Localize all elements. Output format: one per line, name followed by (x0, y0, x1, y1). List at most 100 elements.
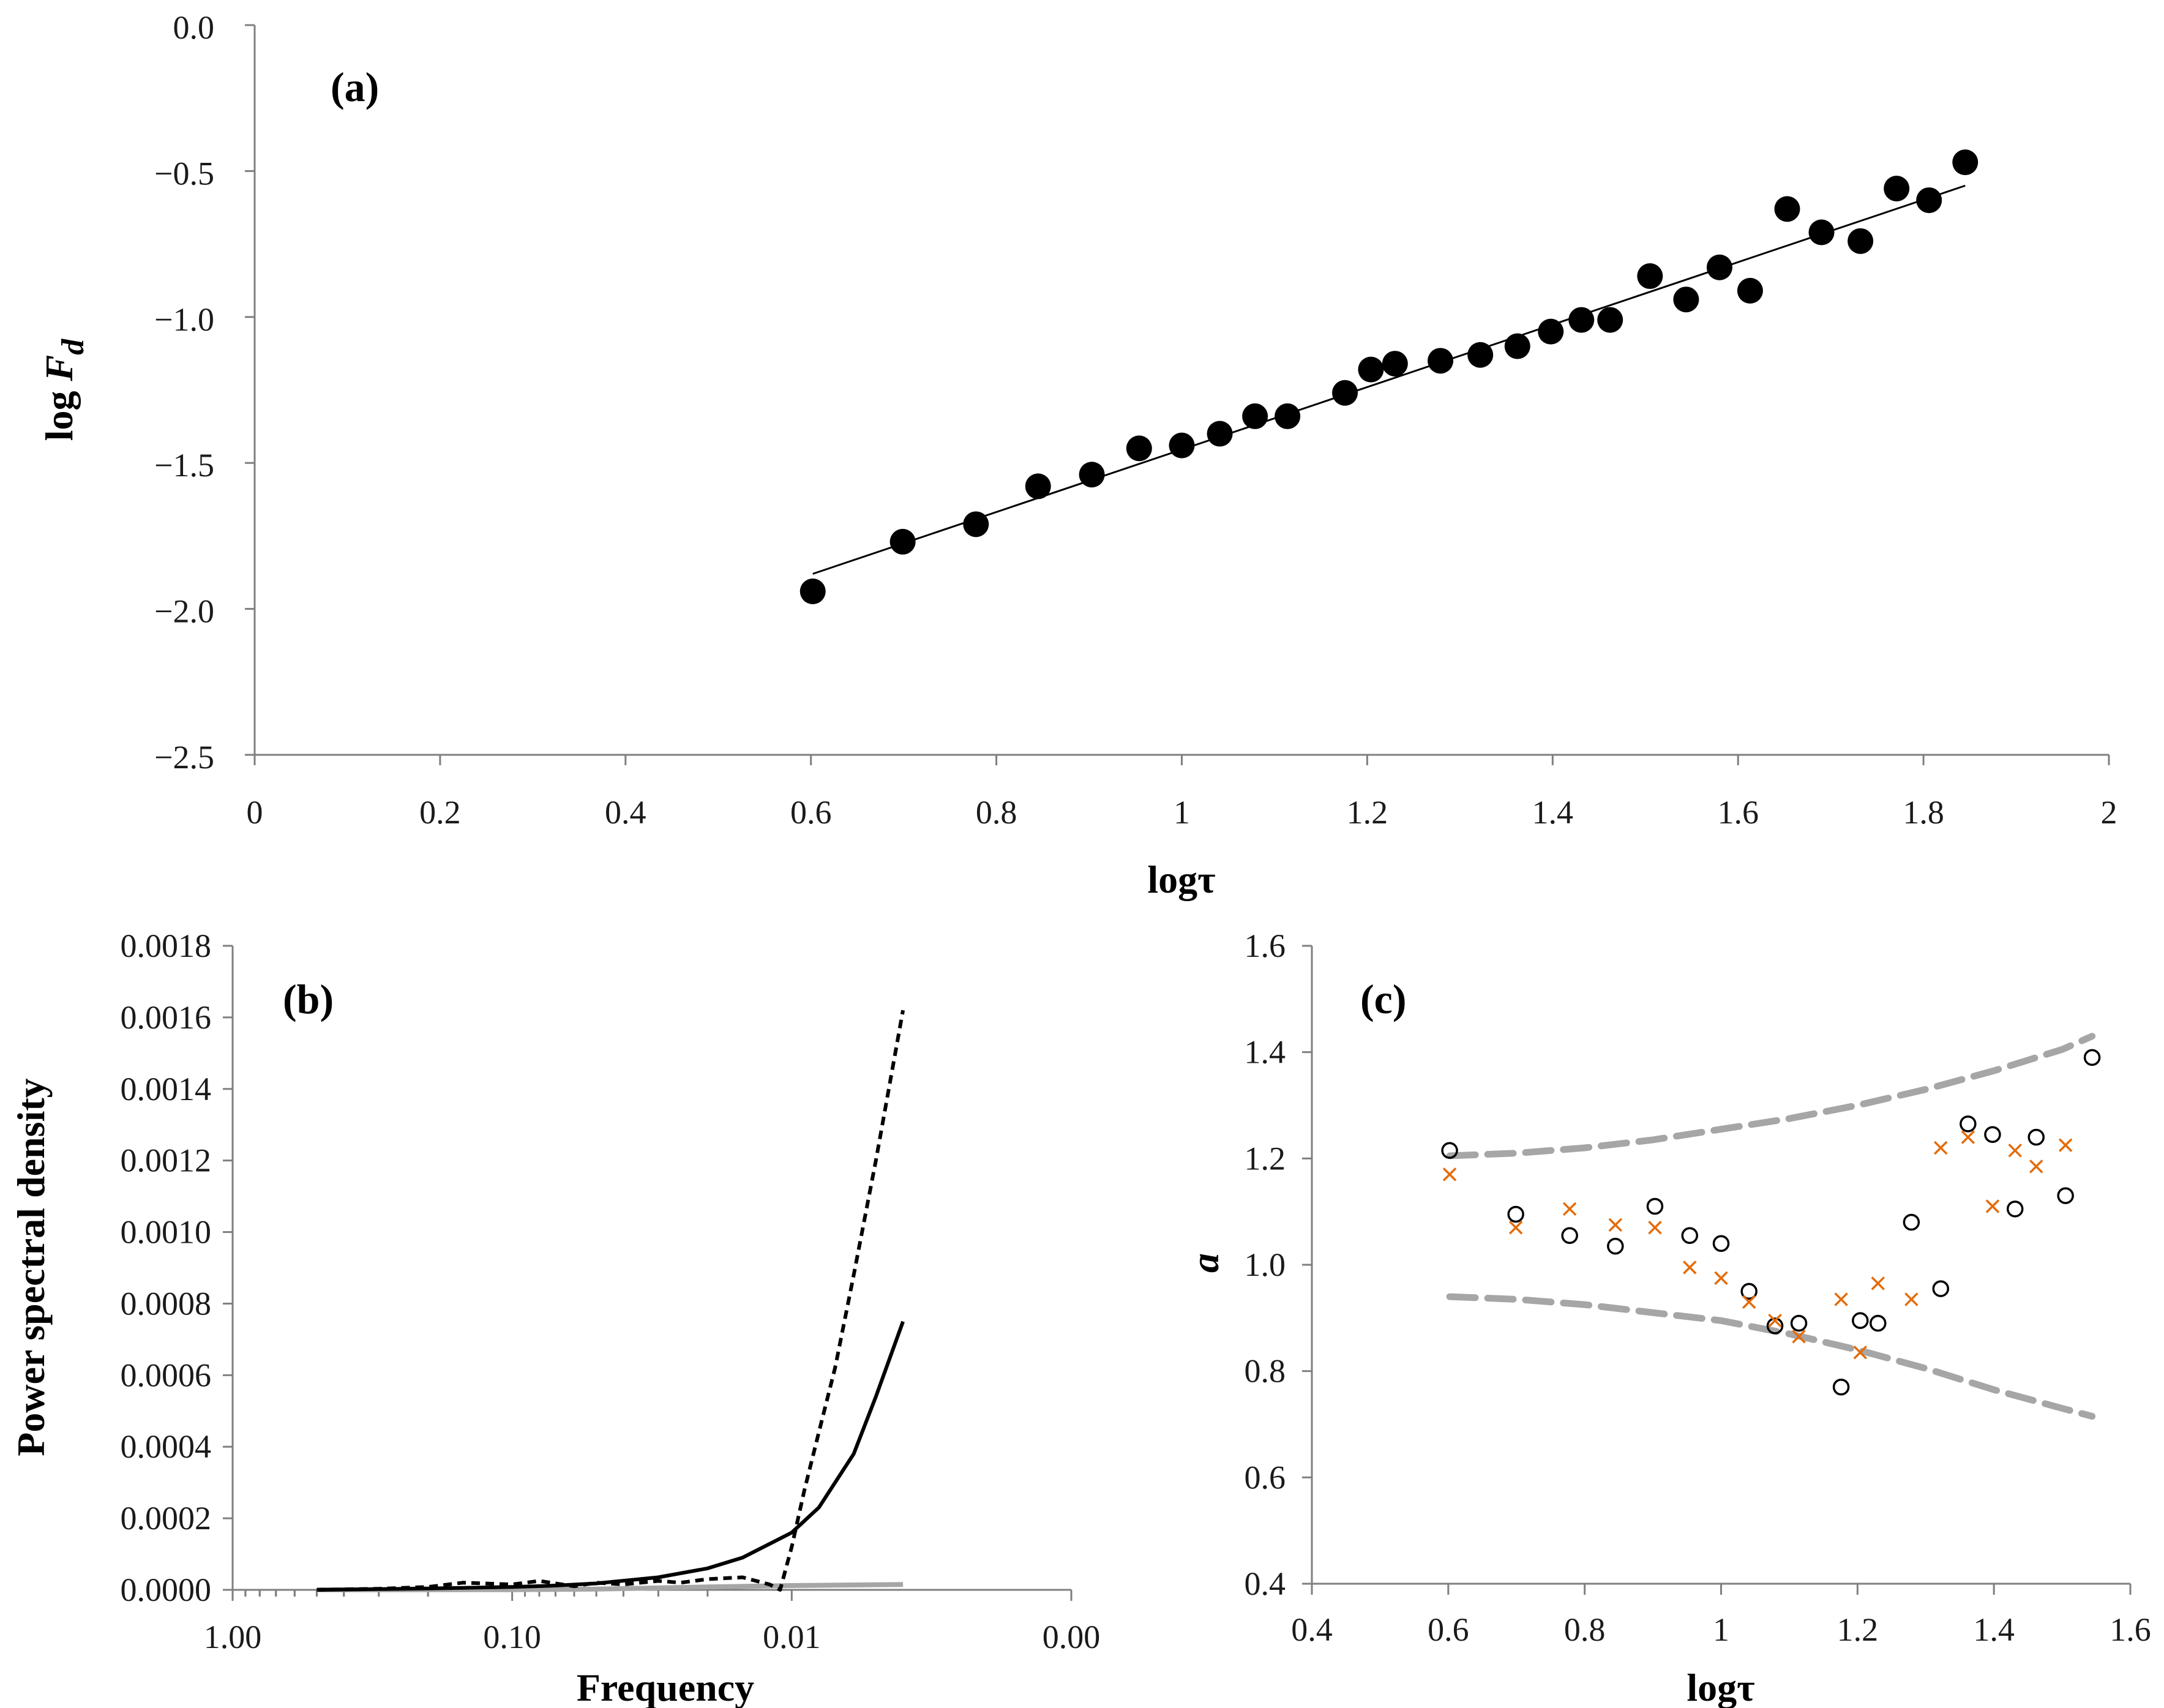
x-tick-label: 1 (1174, 794, 1190, 831)
cross-stroke (1871, 1276, 1885, 1290)
y-tick-label: 1.4 (1245, 1034, 1286, 1071)
x-tick-label: 1 (1713, 1611, 1729, 1648)
series-dashed-line (316, 1009, 905, 1592)
cross-stroke (1768, 1313, 1782, 1328)
y-tick-label: 0.6 (1245, 1459, 1286, 1496)
cross-point (1904, 1292, 1919, 1306)
y-tick-label: −1.0 (154, 301, 214, 338)
x-tick-label: 1.00 (204, 1619, 262, 1655)
cross-stroke (2008, 1144, 2022, 1158)
data-point (1428, 348, 1454, 374)
data-point (1568, 307, 1595, 333)
x-tick-label: 0.2 (419, 794, 461, 831)
circle-point (2057, 1187, 2074, 1204)
circle-point (2083, 1049, 2101, 1066)
y-tick-label: 0.0006 (121, 1357, 212, 1393)
data-point (1275, 403, 1301, 429)
cross-stroke (1934, 1141, 1948, 1155)
circle-point (1932, 1280, 1950, 1297)
x-tick-label: 0.01 (763, 1619, 821, 1655)
x-tick-label: 0.6 (790, 794, 832, 831)
cross-stroke (1442, 1167, 1457, 1182)
cross-point (2058, 1138, 2073, 1152)
y-tick-label: 0.0002 (121, 1500, 212, 1537)
data-point (799, 578, 826, 604)
panel-b-x-title: Frequency (577, 1666, 754, 1708)
y-tick-label: −0.5 (154, 155, 214, 192)
data-point (1774, 196, 1800, 222)
circle-point (1790, 1314, 1808, 1332)
cross-stroke (1853, 1346, 1868, 1360)
y-tick-label: 0.0012 (121, 1142, 212, 1179)
circle-point (1766, 1317, 1784, 1335)
data-point (963, 511, 989, 537)
x-tick-label: 2 (2101, 794, 2117, 831)
data-point (1242, 403, 1268, 429)
x-tick-label: 1.6 (1717, 794, 1759, 831)
x-tick-label: 1.2 (1837, 1611, 1879, 1648)
cross-stroke (1961, 1130, 1975, 1144)
cross-point (1768, 1313, 1782, 1328)
x-tick-label: 0.4 (605, 794, 646, 831)
y-tick-label: 0.0016 (121, 999, 212, 1036)
y-tick-label: 0.0010 (121, 1214, 212, 1251)
panel-c-x-title: logτ (1687, 1666, 1754, 1708)
cross-point (1871, 1276, 1885, 1290)
x-tick-label: 0.4 (1291, 1611, 1333, 1648)
x-tick-label: 0.10 (483, 1619, 541, 1655)
data-point (1737, 277, 1763, 304)
circle-point (1681, 1227, 1698, 1244)
circle-point (1832, 1378, 1850, 1396)
y-tick-label: 0.0004 (121, 1428, 212, 1465)
y-tick-label: 1.2 (1245, 1140, 1286, 1177)
cross-stroke (1714, 1271, 1728, 1285)
cross-stroke (1683, 1260, 1697, 1275)
data-point (1916, 187, 1942, 214)
y-tick-label: 0.0 (173, 9, 215, 46)
x-tick-label: 0 (247, 794, 263, 831)
cross-stroke (1608, 1218, 1623, 1232)
x-tick-label: 0.8 (976, 794, 1017, 831)
fit-line (812, 184, 1966, 575)
data-point (1597, 307, 1623, 333)
y-tick-label: 0.0014 (121, 1071, 212, 1107)
x-tick-label: 1.4 (1532, 794, 1574, 831)
circle-point (1960, 1115, 1977, 1133)
data-point (1169, 432, 1195, 459)
cross-point (1792, 1329, 1806, 1344)
circle-point (1561, 1227, 1578, 1244)
panel-a-y-title-sub: d (56, 339, 91, 355)
data-point (889, 528, 916, 555)
panel-b: 1.00 0.10 0.01 0.00 0.0000 0.0002 0.0004 0.000… (9, 927, 1100, 1708)
cross-point (1442, 1167, 1457, 1182)
data-point (1808, 219, 1835, 245)
y-tick-label: 0.0000 (121, 1571, 212, 1608)
circle-point (1507, 1205, 1524, 1223)
cross-point (1608, 1218, 1623, 1232)
circle-point (1441, 1142, 1458, 1159)
cross-stroke (1562, 1202, 1577, 1216)
x-tick-label: 1.2 (1347, 794, 1388, 831)
panel-a-y-title-main: log (37, 381, 81, 441)
circle-point (1984, 1126, 2001, 1144)
panel-a-x-title: logτ (1147, 858, 1215, 901)
data-point (1079, 462, 1105, 488)
cross-point (1714, 1271, 1728, 1285)
x-tick-label: 0.00 (1043, 1619, 1101, 1655)
panel-c-y-title: a (1183, 1253, 1227, 1273)
y-tick-label: 1.6 (1245, 927, 1286, 964)
series-lower-bound-line (1446, 1293, 2096, 1420)
data-point (1884, 176, 1910, 202)
cross-stroke (1985, 1199, 2000, 1213)
y-tick-label: −1.5 (154, 447, 214, 484)
cross-point (1985, 1199, 2000, 1213)
cross-stroke (1648, 1220, 1662, 1235)
data-point (1637, 263, 1663, 290)
data-point (1504, 333, 1530, 359)
data-point (1673, 287, 1699, 313)
panel-c: 0.4 0.6 0.8 1 1.2 1.4 1.6 0.4 0.6 0.8 1.0 1.2 1.4 1.… (1183, 927, 2151, 1708)
cross-point (2008, 1144, 2022, 1158)
data-point (1025, 473, 1051, 500)
circle-point (1852, 1312, 1869, 1329)
